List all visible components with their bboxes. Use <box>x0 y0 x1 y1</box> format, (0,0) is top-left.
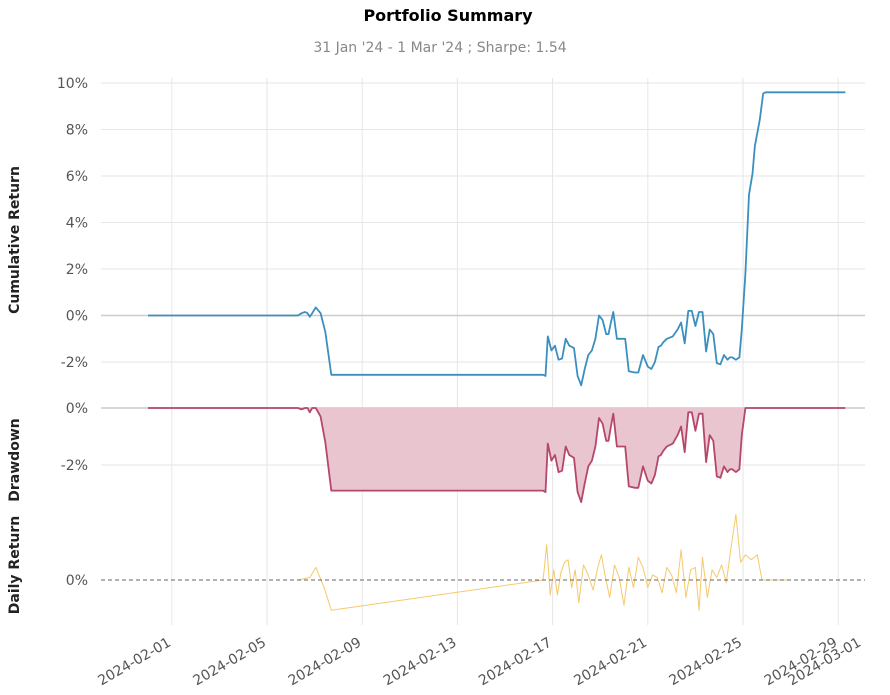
x-tick-label: 2024-02-21 <box>571 635 649 690</box>
x-gridlines <box>171 78 839 625</box>
cumulative-return-ylabel: Cumulative Return <box>7 166 23 314</box>
cumulative-return-y-ticks: 10% 8% 6% 4% 2% 0% -2% <box>57 76 88 371</box>
chart-subtitle: 31 Jan '24 - 1 Mar '24 ; Sharpe: 1.54 <box>313 40 566 56</box>
x-tick-label: 2024-02-13 <box>381 635 459 690</box>
y-tick-label: 8% <box>66 123 88 139</box>
drawdown-series <box>148 407 846 503</box>
cumulative-return-series <box>148 91 846 387</box>
y-tick-label: 0% <box>66 401 88 417</box>
x-tick-label: 2024-02-17 <box>476 635 554 690</box>
daily-return-ylabel: Daily Return <box>7 516 23 614</box>
chart-title: Portfolio Summary <box>363 6 533 25</box>
drawdown-area <box>148 408 846 503</box>
x-tick-label: 2024-02-05 <box>191 635 269 690</box>
y-tick-label: 0% <box>66 573 88 589</box>
cumulative-return-panel: 10% 8% 6% 4% 2% 0% -2% <box>57 76 865 387</box>
daily-return-line <box>297 514 787 611</box>
daily-return-panel: 0% <box>66 514 865 611</box>
cumulative-return-line <box>148 91 846 387</box>
drawdown-panel: 0% -2% <box>61 401 865 503</box>
x-tick-labels: 2024-02-01 2024-02-05 2024-02-09 2024-02-13… <box>95 635 864 690</box>
y-tick-label: -2% <box>61 355 88 371</box>
drawdown-y-ticks: 0% -2% <box>61 401 88 474</box>
cumulative-return-gridlines <box>101 82 865 363</box>
y-tick-label: 6% <box>66 169 88 185</box>
y-tick-label: 0% <box>66 309 88 325</box>
x-tick-label: 2024-02-25 <box>667 635 745 690</box>
daily-return-series <box>101 514 865 611</box>
y-tick-label: 10% <box>57 76 88 92</box>
y-tick-label: 2% <box>66 262 88 278</box>
daily-return-y-ticks: 0% <box>66 573 88 589</box>
y-tick-label: -2% <box>61 458 88 474</box>
x-tick-label: 2024-02-09 <box>286 635 364 690</box>
drawdown-line <box>148 407 846 503</box>
y-tick-label: 4% <box>66 216 88 232</box>
drawdown-ylabel: Drawdown <box>7 418 23 501</box>
x-tick-label: 2024-02-01 <box>95 635 173 690</box>
